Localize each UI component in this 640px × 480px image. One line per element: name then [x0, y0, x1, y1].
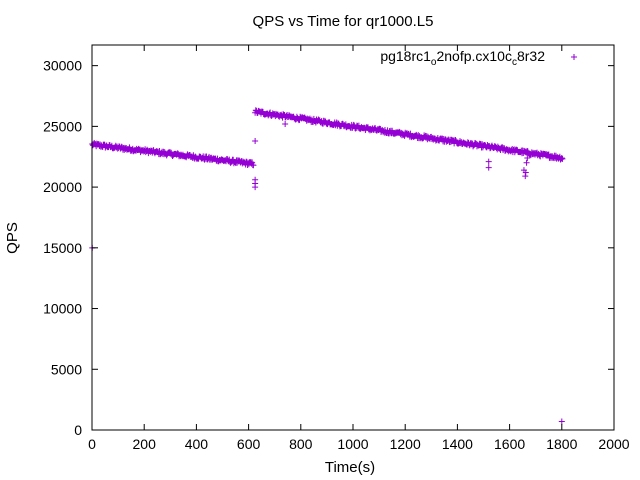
data-point: [350, 121, 357, 128]
x-tick-label: 1800: [546, 436, 577, 452]
legend-label-part-1: pg18rc1: [380, 48, 431, 64]
data-point: [522, 173, 529, 180]
legend-label: pg18rc1o2nofp.cx10cc8r32: [380, 48, 545, 68]
x-tick-label: 1600: [494, 436, 525, 452]
x-tick-label: 400: [185, 436, 209, 452]
legend: pg18rc1o2nofp.cx10cc8r32: [380, 48, 577, 68]
data-point: [280, 111, 287, 118]
y-tick-label: 10000: [43, 301, 82, 317]
y-tick-label: 15000: [43, 240, 82, 256]
y-tick-label: 0: [74, 422, 82, 438]
legend-label-part-3: 8r32: [517, 48, 545, 64]
data-point: [282, 120, 289, 127]
legend-label-part-2: 2nofp.cx10c: [436, 48, 512, 64]
y-tick-label: 25000: [43, 118, 82, 134]
data-point: [301, 114, 308, 121]
data-point: [252, 137, 259, 144]
data-point: [523, 159, 530, 166]
legend-label-sub-2: c: [512, 57, 517, 68]
data-point: [559, 155, 566, 162]
data-point: [558, 418, 565, 425]
x-tick-label: 200: [133, 436, 157, 452]
data-point: [485, 164, 492, 171]
x-tick-label: 600: [237, 436, 261, 452]
legend-label-sub-1: o: [431, 57, 437, 68]
plot-frame: [91, 44, 615, 431]
x-axis: 0 200 400 600 800 1000 1200 1400 1600 1800 2000: [88, 45, 630, 452]
x-axis-label: Time(s): [325, 459, 375, 476]
x-tick-label: 1200: [390, 436, 421, 452]
x-tick-label: 2000: [598, 436, 629, 452]
x-tick-label: 1000: [337, 436, 368, 452]
y-axis-label: QPS: [4, 222, 21, 254]
y-tick-label: 20000: [43, 179, 82, 195]
data-point: [250, 162, 257, 169]
data-point: [558, 155, 565, 162]
y-tick-label: 30000: [43, 58, 82, 74]
x-tick-label: 800: [289, 436, 313, 452]
data-point: [135, 145, 142, 152]
chart-title: QPS vs Time for qr1000.L5: [253, 13, 434, 30]
points-layer: [89, 107, 566, 425]
x-tick-label: 0: [88, 436, 96, 452]
data-point: [452, 137, 459, 144]
y-axis: 0 5000 10000 15000 20000 25000 30000: [43, 58, 614, 438]
legend-marker: [571, 54, 577, 60]
data-point: [485, 158, 492, 165]
data-point: [524, 154, 531, 161]
data-point: [252, 176, 259, 183]
x-tick-label: 1400: [442, 436, 473, 452]
data-point: [522, 169, 529, 176]
data-point: [249, 159, 256, 166]
y-tick-label: 5000: [51, 361, 82, 377]
